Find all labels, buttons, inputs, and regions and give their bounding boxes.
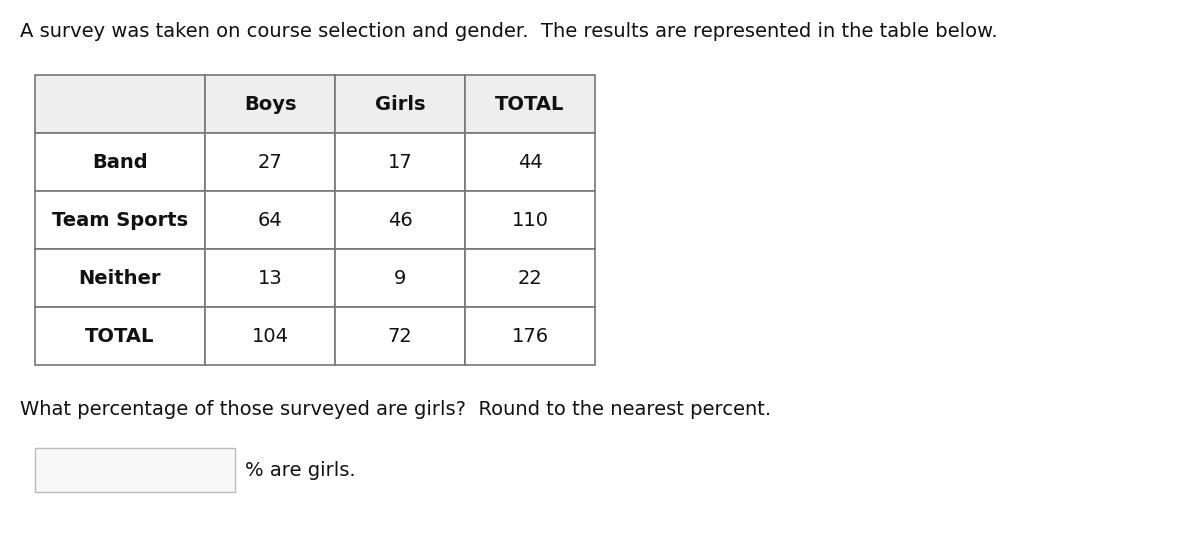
Text: 17: 17 bbox=[388, 152, 413, 171]
Bar bbox=[205, 191, 335, 249]
Bar bbox=[35, 191, 205, 249]
Bar bbox=[335, 133, 466, 191]
Bar bbox=[335, 75, 466, 133]
Text: 72: 72 bbox=[388, 326, 413, 345]
Text: 9: 9 bbox=[394, 268, 406, 287]
Text: 104: 104 bbox=[252, 326, 288, 345]
Text: Neither: Neither bbox=[79, 268, 161, 287]
Bar bbox=[205, 133, 335, 191]
Bar bbox=[335, 191, 466, 249]
Bar bbox=[35, 448, 235, 492]
Text: A survey was taken on course selection and gender.  The results are represented : A survey was taken on course selection a… bbox=[20, 22, 997, 41]
Text: Team Sports: Team Sports bbox=[52, 210, 188, 229]
Bar bbox=[466, 307, 595, 365]
Text: Band: Band bbox=[92, 152, 148, 171]
Text: 27: 27 bbox=[258, 152, 282, 171]
Bar bbox=[35, 249, 205, 307]
Bar bbox=[35, 75, 205, 133]
Bar bbox=[205, 307, 335, 365]
Text: Girls: Girls bbox=[374, 94, 425, 113]
Bar bbox=[335, 307, 466, 365]
Text: 110: 110 bbox=[511, 210, 548, 229]
Bar bbox=[466, 191, 595, 249]
Text: TOTAL: TOTAL bbox=[85, 326, 155, 345]
Bar bbox=[35, 133, 205, 191]
Bar bbox=[466, 75, 595, 133]
Text: % are girls.: % are girls. bbox=[245, 460, 355, 479]
Bar bbox=[335, 249, 466, 307]
Bar bbox=[35, 307, 205, 365]
Text: 22: 22 bbox=[517, 268, 542, 287]
Bar bbox=[205, 249, 335, 307]
Text: 46: 46 bbox=[388, 210, 413, 229]
Text: 13: 13 bbox=[258, 268, 282, 287]
Bar bbox=[466, 249, 595, 307]
Text: Boys: Boys bbox=[244, 94, 296, 113]
Text: What percentage of those surveyed are girls?  Round to the nearest percent.: What percentage of those surveyed are gi… bbox=[20, 400, 772, 419]
Text: TOTAL: TOTAL bbox=[496, 94, 565, 113]
Text: 64: 64 bbox=[258, 210, 282, 229]
Text: 176: 176 bbox=[511, 326, 548, 345]
Text: 44: 44 bbox=[517, 152, 542, 171]
Bar bbox=[205, 75, 335, 133]
Bar bbox=[466, 133, 595, 191]
